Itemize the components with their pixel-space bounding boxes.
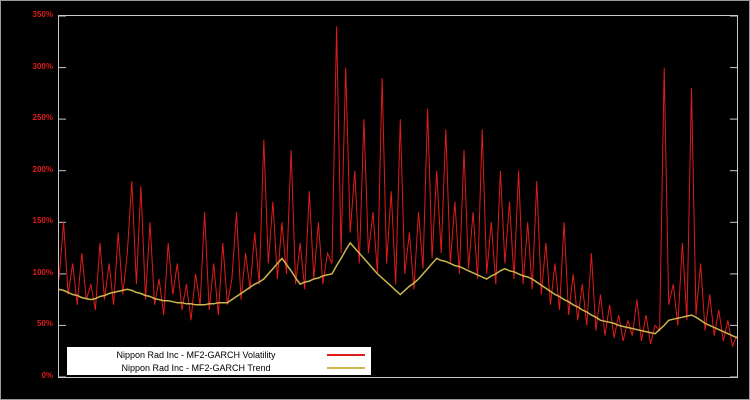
- legend: Nippon Rad Inc - MF2-GARCH Volatility Nip…: [66, 346, 372, 376]
- legend-row: Nippon Rad Inc - MF2-GARCH Trend: [71, 361, 367, 374]
- legend-label: Nippon Rad Inc - MF2-GARCH Volatility: [116, 349, 276, 360]
- y-tick-label: 150%: [32, 216, 53, 226]
- y-tick-label: 100%: [32, 267, 53, 277]
- legend-line-sample: [327, 366, 365, 369]
- legend-row: Nippon Rad Inc - MF2-GARCH Volatility: [71, 348, 367, 361]
- y-tick-label: 350%: [32, 10, 53, 19]
- legend-line-sample: [327, 353, 365, 356]
- y-tick-label: 300%: [32, 61, 53, 71]
- trend-line-series: [59, 241, 737, 339]
- volatility-line-series: [59, 26, 737, 348]
- plot-frame: [58, 15, 738, 378]
- axis-ticks: [59, 16, 737, 377]
- y-tick-label: 50%: [36, 319, 53, 329]
- legend-label: Nippon Rad Inc - MF2-GARCH Trend: [121, 362, 271, 373]
- y-tick-label: 0%: [41, 371, 53, 380]
- y-tick-label: 250%: [32, 113, 53, 123]
- plot-area: [59, 16, 737, 377]
- y-tick-label: 200%: [32, 164, 53, 174]
